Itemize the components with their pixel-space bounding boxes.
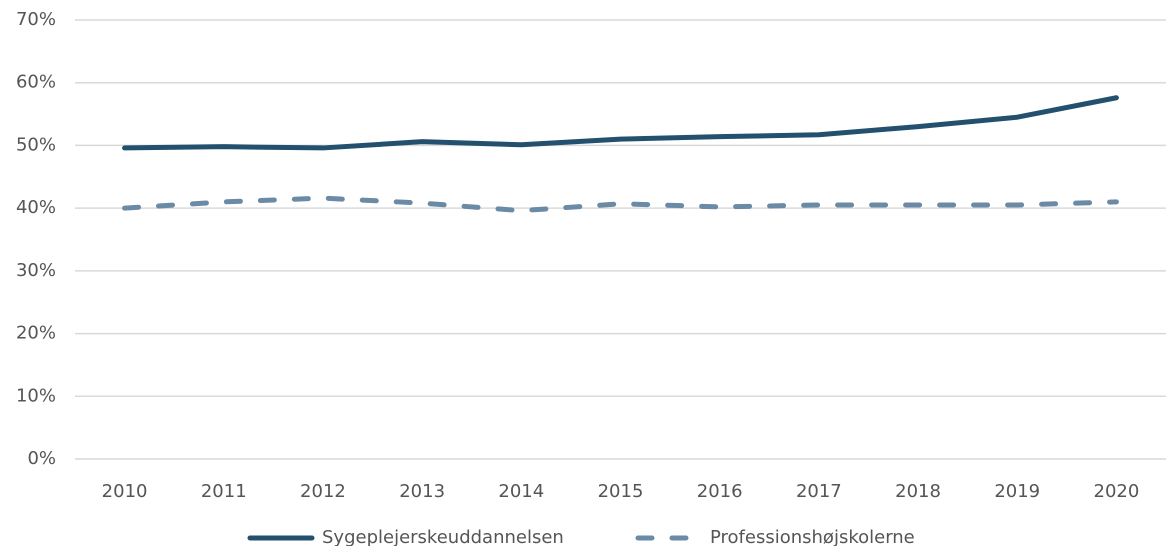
x-tick-label: 2016 <box>697 481 743 502</box>
x-tick-label: 2017 <box>796 481 842 502</box>
line-series <box>122 95 1119 151</box>
x-tick-label: 2018 <box>895 481 941 502</box>
legend-label: Professionshøjskolerne <box>710 527 915 546</box>
y-tick-label: 0% <box>27 448 56 469</box>
y-tick-label: 70% <box>16 9 56 30</box>
line-series <box>122 195 1119 214</box>
y-tick-label: 30% <box>16 260 56 281</box>
y-tick-label: 40% <box>16 197 56 218</box>
legend-label: Sygeplejerskeuddannelsen <box>322 527 564 546</box>
y-tick-label: 60% <box>16 72 56 93</box>
x-tick-label: 2015 <box>598 481 644 502</box>
x-tick-label: 2013 <box>399 481 445 502</box>
y-tick-label: 10% <box>16 385 56 406</box>
y-tick-label: 20% <box>16 323 56 344</box>
x-tick-label: 2012 <box>300 481 346 502</box>
y-tick-label: 50% <box>16 134 56 155</box>
x-tick-label: 2010 <box>102 481 148 502</box>
x-tick-label: 2011 <box>201 481 247 502</box>
x-tick-label: 2020 <box>1094 481 1140 502</box>
x-tick-label: 2014 <box>498 481 544 502</box>
x-tick-label: 2019 <box>994 481 1040 502</box>
